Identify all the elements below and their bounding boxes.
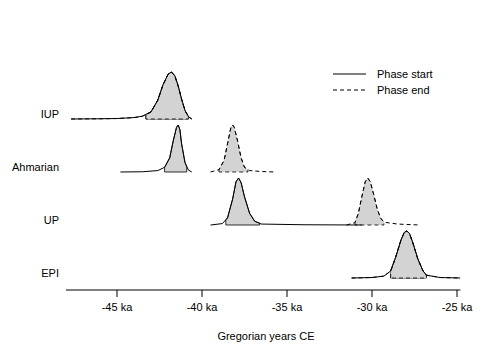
legend-swatch: [333, 90, 366, 91]
density-curve: [352, 231, 461, 278]
x-tick-label: -40 ka: [187, 301, 218, 313]
chart: IUP Ahmarian UP EPI -45 ka -40 ka -35 ka -30 ka…: [0, 0, 504, 360]
category-label: UP: [44, 214, 59, 226]
interval-fill: [146, 72, 189, 119]
category-label: IUP: [41, 108, 59, 120]
x-tick: [287, 290, 288, 297]
x-axis-title: Gregorian years CE: [217, 330, 314, 342]
density-lines: [71, 72, 460, 278]
legend-label: Phase start: [377, 68, 433, 80]
x-tick: [202, 290, 203, 297]
interval-fill: [226, 178, 260, 225]
category-label: Ahmarian: [12, 161, 59, 173]
interval-fill: [219, 125, 248, 172]
interval-fill: [355, 178, 384, 225]
x-tick-label: -35 ka: [272, 301, 303, 313]
legend-label: Phase end: [377, 84, 430, 96]
x-tick: [457, 290, 458, 297]
density-curve: [211, 125, 276, 172]
x-tick-label: -30 ka: [357, 301, 388, 313]
legend-swatch: [333, 74, 366, 75]
x-axis-line: [66, 290, 460, 291]
legend: Phase start Phase end: [333, 68, 433, 96]
x-tick-label: -25 ka: [442, 301, 473, 313]
density-curve: [120, 125, 191, 172]
density-curve: [352, 231, 461, 278]
plot-area: [71, 72, 460, 278]
x-tick-label: -45 ka: [102, 301, 133, 313]
density-curve: [211, 178, 362, 225]
category-label: EPI: [41, 267, 59, 279]
x-tick: [372, 290, 373, 297]
interval-fill: [146, 72, 189, 119]
density-curve: [71, 72, 192, 119]
density-curve: [71, 72, 192, 119]
interval-fills: [146, 72, 427, 278]
x-tick: [117, 290, 118, 297]
density-curve: [347, 178, 420, 225]
